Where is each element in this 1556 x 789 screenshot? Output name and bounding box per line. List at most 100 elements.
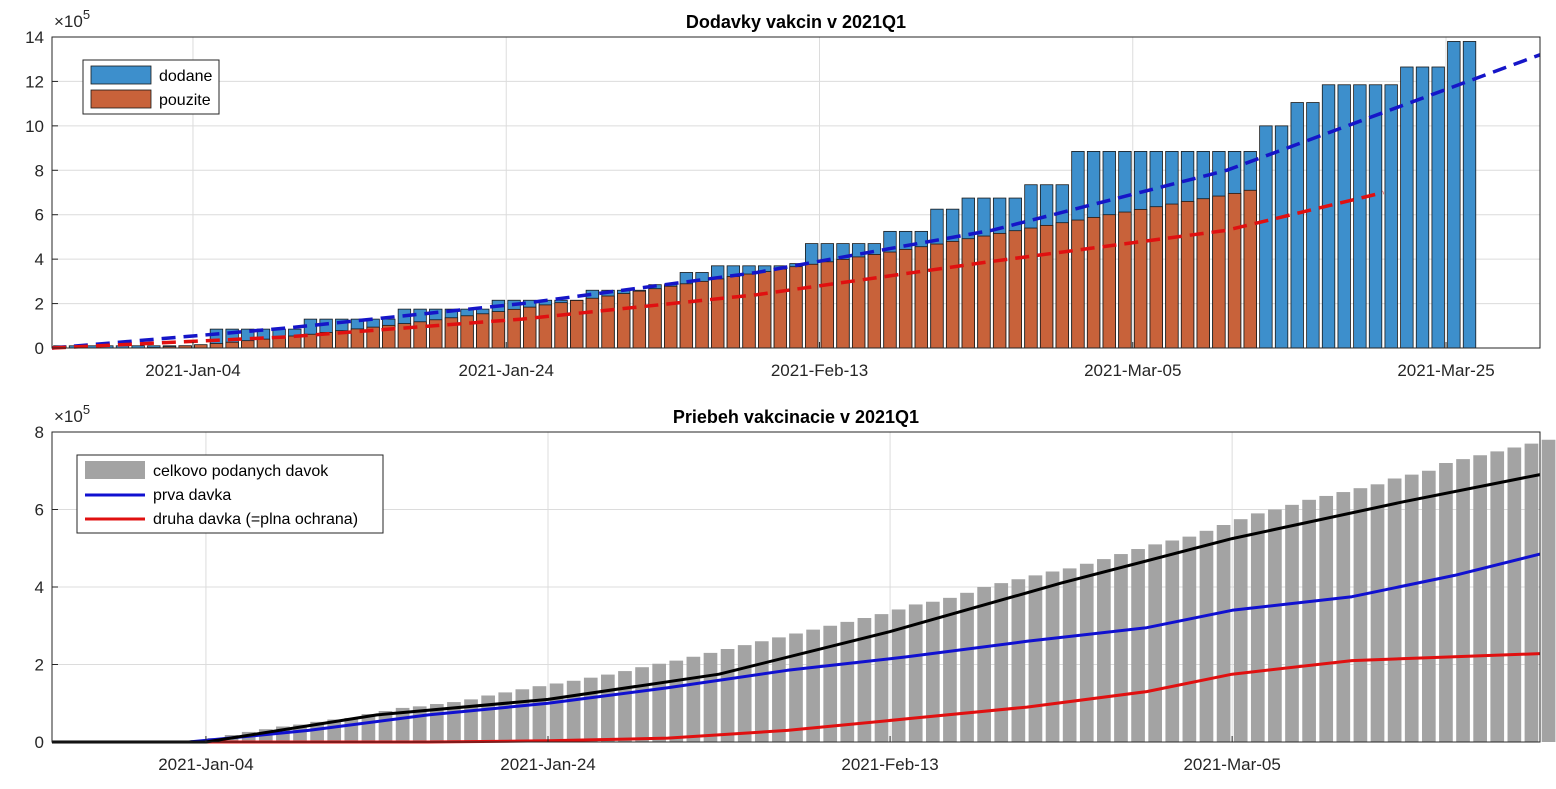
bar-pouzite bbox=[931, 244, 944, 348]
bar-pouzite bbox=[711, 279, 724, 348]
bar-pouzite bbox=[727, 276, 740, 348]
bar-pouzite bbox=[492, 312, 505, 348]
bar-celkovo podanych davok bbox=[481, 696, 495, 743]
x-tick-label: 2021-Mar-05 bbox=[1084, 361, 1181, 380]
legend-label: druha davka (=plna ochrana) bbox=[153, 511, 358, 528]
bar-celkovo podanych davok bbox=[1165, 541, 1179, 743]
bar-dodane bbox=[1322, 85, 1335, 348]
bar-pouzite bbox=[1244, 190, 1257, 348]
bar-pouzite bbox=[508, 309, 521, 348]
legend-label: pouzite bbox=[159, 92, 211, 109]
bar-pouzite bbox=[210, 344, 223, 348]
bar-pouzite bbox=[993, 233, 1006, 348]
bar-celkovo podanych davok bbox=[1525, 444, 1539, 742]
bar-celkovo podanych davok bbox=[772, 637, 786, 742]
bar-pouzite bbox=[226, 342, 239, 348]
bar-pouzite bbox=[1072, 220, 1085, 348]
bar-pouzite bbox=[602, 296, 615, 348]
y-tick-label: 8 bbox=[35, 161, 44, 180]
bar-celkovo podanych davok bbox=[1097, 559, 1111, 742]
bar-pouzite bbox=[257, 339, 270, 348]
bar-celkovo podanych davok bbox=[1371, 484, 1385, 742]
bar-pouzite bbox=[884, 252, 897, 348]
legend-swatch bbox=[91, 66, 151, 84]
bar-pouzite bbox=[539, 305, 552, 348]
bar-celkovo podanych davok bbox=[738, 645, 752, 742]
y-tick-label: 8 bbox=[35, 423, 44, 442]
y-tick-label: 0 bbox=[35, 339, 44, 358]
bar-celkovo podanych davok bbox=[704, 653, 718, 742]
bar-celkovo podanych davok bbox=[584, 678, 598, 742]
bar-dodane bbox=[1291, 103, 1304, 348]
bar-pouzite bbox=[664, 286, 677, 348]
x-tick-label: 2021-Jan-04 bbox=[145, 361, 240, 380]
bar-celkovo podanych davok bbox=[669, 661, 683, 742]
y-exponent-label: ×105 bbox=[54, 402, 90, 426]
bar-celkovo podanych davok bbox=[344, 718, 358, 742]
bar-pouzite bbox=[821, 262, 834, 348]
y-tick-label: 4 bbox=[35, 578, 44, 597]
x-tick-label: 2021-Mar-05 bbox=[1183, 755, 1280, 774]
bar-dodane bbox=[1385, 85, 1398, 348]
bar-celkovo podanych davok bbox=[687, 657, 701, 742]
bar-celkovo podanych davok bbox=[1319, 496, 1333, 742]
bar-celkovo podanych davok bbox=[1080, 564, 1094, 742]
bar-celkovo podanych davok bbox=[1473, 455, 1487, 742]
bar-pouzite bbox=[1025, 228, 1038, 348]
bar-dodane bbox=[1416, 67, 1429, 348]
bar-celkovo podanych davok bbox=[1302, 500, 1316, 742]
chart-title: Dodavky vakcin v 2021Q1 bbox=[686, 12, 906, 32]
bar-pouzite bbox=[1103, 215, 1116, 348]
bar-pouzite bbox=[758, 272, 771, 348]
bar-celkovo podanych davok bbox=[994, 583, 1008, 742]
y-exponent-label: ×105 bbox=[54, 7, 90, 31]
bar-pouzite bbox=[445, 318, 458, 348]
bar-celkovo podanych davok bbox=[567, 681, 581, 742]
bar-celkovo podanych davok bbox=[1268, 510, 1282, 743]
legend-swatch bbox=[91, 90, 151, 108]
bar-celkovo podanych davok bbox=[550, 683, 564, 742]
bar-pouzite bbox=[586, 298, 599, 348]
bar-pouzite bbox=[1009, 231, 1022, 348]
bar-celkovo podanych davok bbox=[1336, 492, 1350, 742]
bar-pouzite bbox=[852, 257, 865, 348]
bar-celkovo podanych davok bbox=[1063, 568, 1077, 742]
bar-dodane bbox=[1401, 67, 1414, 348]
bar-celkovo podanych davok bbox=[1508, 448, 1522, 743]
bar-pouzite bbox=[570, 300, 583, 348]
bar-celkovo podanych davok bbox=[1251, 513, 1265, 742]
bar-pouzite bbox=[978, 236, 991, 348]
bar-celkovo podanych davok bbox=[1542, 440, 1556, 742]
bar-dodane bbox=[1463, 41, 1476, 348]
bar-celkovo podanych davok bbox=[1354, 488, 1368, 742]
y-tick-label: 2 bbox=[35, 656, 44, 675]
bar-celkovo podanych davok bbox=[1183, 537, 1197, 742]
bar-celkovo podanych davok bbox=[1148, 544, 1162, 742]
bar-pouzite bbox=[1087, 217, 1100, 348]
bar-pouzite bbox=[617, 294, 630, 348]
bar-celkovo podanych davok bbox=[1490, 451, 1504, 742]
x-tick-label: 2021-Jan-24 bbox=[458, 361, 553, 380]
bar-pouzite bbox=[946, 241, 959, 348]
bar-celkovo podanych davok bbox=[1422, 471, 1436, 742]
bar-celkovo podanych davok bbox=[533, 686, 547, 742]
bar-celkovo podanych davok bbox=[1012, 579, 1026, 742]
bar-dodane bbox=[1275, 126, 1288, 348]
chart-title: Priebeh vakcinacie v 2021Q1 bbox=[673, 407, 919, 427]
x-tick-label: 2021-Mar-25 bbox=[1397, 361, 1494, 380]
x-tick-label: 2021-Feb-13 bbox=[771, 361, 868, 380]
bar-celkovo podanych davok bbox=[806, 630, 820, 742]
bar-celkovo podanych davok bbox=[926, 602, 940, 742]
x-tick-label: 2021-Jan-24 bbox=[500, 755, 595, 774]
bar-celkovo podanych davok bbox=[755, 641, 769, 742]
bar-pouzite bbox=[1213, 196, 1226, 348]
bar-pouzite bbox=[1056, 223, 1069, 348]
bar-pouzite bbox=[1181, 201, 1194, 348]
bar-celkovo podanych davok bbox=[789, 634, 803, 743]
legend-label: dodane bbox=[159, 68, 212, 85]
bar-pouzite bbox=[962, 239, 975, 348]
